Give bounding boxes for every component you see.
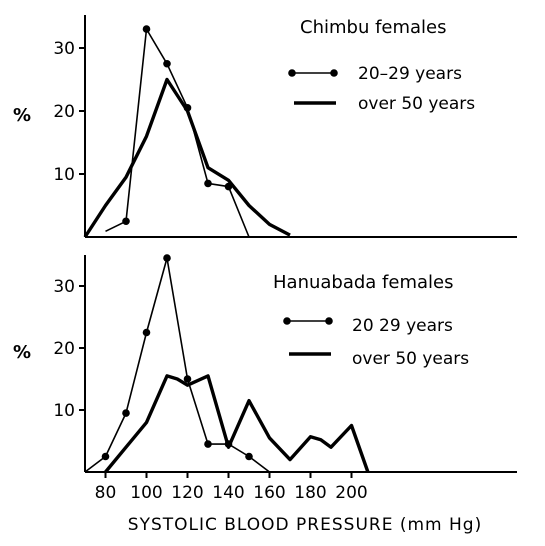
y-tick-label: 10 [53, 401, 75, 421]
series-line-young [84, 257, 270, 473]
chart-title: Chimbu females [300, 17, 447, 38]
y-axis-label: % [13, 342, 31, 363]
legend-label: 20 29 years [352, 316, 453, 336]
data-point [122, 217, 130, 226]
legend-dot [283, 317, 291, 325]
x-tick-label: 200 [335, 483, 367, 503]
series-line-old [83, 77, 291, 238]
data-point [142, 328, 151, 337]
data-point [122, 409, 130, 417]
y-tick-label: 30 [53, 277, 75, 297]
data-point [101, 452, 110, 461]
legend-dot [330, 69, 338, 77]
x-tick-label: 100 [130, 483, 162, 503]
chimbu-panel: 10 20 30% Chimbu females 20–29 years over 50 … [13, 15, 517, 238]
legend-dot [325, 317, 333, 325]
chart-title: Hanuabada females [273, 272, 453, 293]
x-axis-label: SYSTOLIC BLOOD PRESSURE (mm Hg) [128, 515, 482, 535]
y-axis-label: % [13, 105, 31, 126]
x-tick-label: 180 [294, 483, 326, 503]
data-point [163, 254, 171, 262]
data-point [204, 179, 212, 188]
series-line-old [104, 374, 370, 474]
y-tick-label: 20 [53, 102, 75, 122]
data-point [204, 440, 212, 448]
data-point [183, 375, 192, 383]
legend-dot [288, 69, 296, 77]
x-tick-label: 120 [171, 483, 203, 503]
legend-label: over 50 years [358, 94, 475, 114]
data-point [245, 452, 253, 461]
x-tick-label: 160 [253, 483, 285, 503]
y-tick-label: 20 [53, 339, 75, 359]
data-point [142, 25, 151, 33]
y-tick-label: 30 [53, 39, 75, 59]
data-point [163, 59, 171, 68]
hanuabada-panel: 10 20 30% 80 100 120 140 160 180 200 Hanuabada fem… [13, 254, 517, 503]
x-tick-label: 80 [95, 483, 117, 503]
legend-label: 20–29 years [358, 64, 462, 84]
series-line-young-lead [105, 220, 127, 233]
series-line-young [125, 28, 250, 238]
x-tick-label: 140 [212, 483, 244, 503]
legend-label: over 50 years [352, 349, 469, 369]
y-tick-label: 10 [53, 165, 75, 185]
